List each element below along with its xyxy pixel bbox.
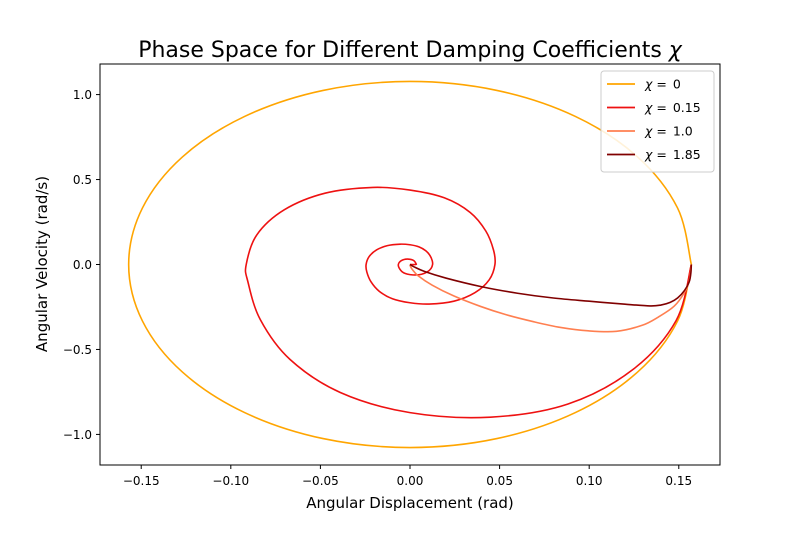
legend-entry-2: χ = 1.0 <box>644 124 693 139</box>
legend-box <box>600 70 715 173</box>
x-axis-label: Angular Displacement (rad) <box>306 494 514 512</box>
series-layer <box>127 80 693 449</box>
legend-value: 1.85 <box>673 147 701 162</box>
y-axis-ticks: −1.0 −0.5 0.0 0.5 1.0 <box>63 88 100 442</box>
legend-value: 0.15 <box>673 100 701 115</box>
legend-symbol: χ = <box>644 124 667 139</box>
legend-entry-3: χ = 1.85 <box>644 147 701 162</box>
legend-entry-1: χ = 0.15 <box>644 100 701 115</box>
legend-symbol: χ = <box>644 100 667 115</box>
y-axis-label: Angular Velocity (rad/s) <box>33 176 51 352</box>
x-tick-label: −0.15 <box>123 474 160 488</box>
x-tick-label: 0.05 <box>486 474 513 488</box>
series-line-3 <box>409 263 693 307</box>
legend-symbol: χ = <box>644 147 667 162</box>
x-tick-label: 0.15 <box>665 474 692 488</box>
y-tick-label: 0.5 <box>73 173 92 187</box>
chart-title-symbol: χ <box>668 38 683 63</box>
series-line-1 <box>244 186 693 419</box>
y-tick-label: 0.0 <box>73 258 92 272</box>
y-tick-label: −1.0 <box>63 428 92 442</box>
x-tick-label: −0.05 <box>302 474 339 488</box>
x-tick-label: −0.10 <box>212 474 249 488</box>
legend: χ = 0 χ = 0.15 χ = 1.0 χ = 1.85 <box>600 70 715 173</box>
x-tick-label: 0.10 <box>576 474 603 488</box>
y-tick-label: −0.5 <box>63 343 92 357</box>
legend-value: 0 <box>673 77 681 92</box>
legend-entry-0: χ = 0 <box>644 77 681 92</box>
chart-title-text: Phase Space for Different Damping Coeffi… <box>138 38 669 63</box>
x-tick-label: 0.00 <box>397 474 424 488</box>
series-line-0 <box>127 80 693 449</box>
y-tick-label: 1.0 <box>73 88 92 102</box>
series-line-2 <box>409 264 693 333</box>
legend-symbol: χ = <box>644 77 667 92</box>
chart-title: Phase Space for Different Damping Coeffi… <box>138 38 683 63</box>
x-axis-ticks: −0.15 −0.10 −0.05 0.00 0.05 0.10 0.15 <box>123 465 692 488</box>
legend-value: 1.0 <box>673 124 693 139</box>
